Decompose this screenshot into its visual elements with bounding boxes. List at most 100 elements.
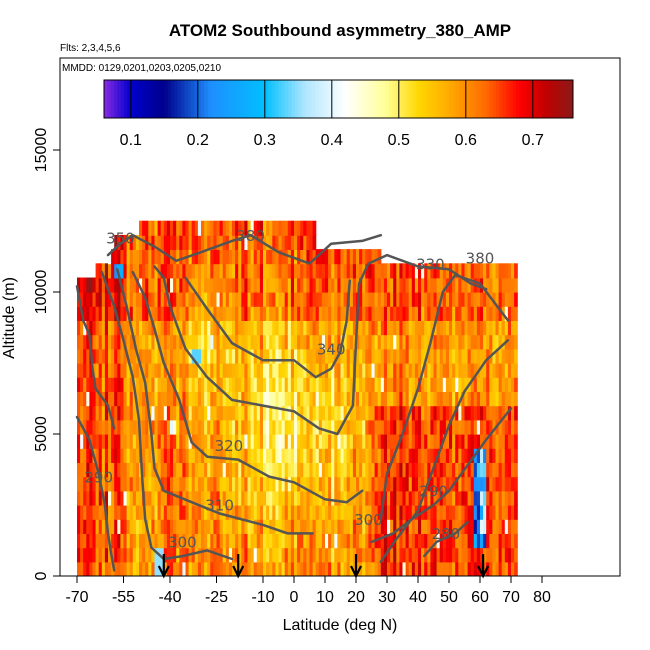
heatmap-cell bbox=[442, 263, 447, 279]
heatmap-cell bbox=[157, 405, 162, 421]
heatmap-cell bbox=[297, 504, 301, 520]
heatmap-cell bbox=[188, 334, 193, 350]
heatmap-cell bbox=[511, 547, 515, 563]
heatmap-cell bbox=[393, 263, 397, 279]
heatmap-cell bbox=[455, 277, 459, 293]
heatmap-cell bbox=[228, 348, 233, 364]
heatmap-cell bbox=[269, 263, 273, 279]
heatmap-cell bbox=[377, 533, 382, 549]
heatmap-cell bbox=[402, 405, 407, 421]
heatmap-cell bbox=[86, 376, 90, 392]
heatmap-cell bbox=[346, 476, 351, 492]
heatmap-cell bbox=[411, 419, 416, 435]
heatmap-cell bbox=[272, 263, 276, 279]
heatmap-cell bbox=[455, 462, 459, 478]
heatmap-cell bbox=[132, 291, 137, 307]
heatmap-cell bbox=[439, 419, 444, 435]
heatmap-cell bbox=[278, 490, 283, 506]
heatmap-cell bbox=[219, 391, 224, 407]
heatmap-cell bbox=[176, 419, 180, 435]
heatmap-cell bbox=[216, 249, 221, 265]
heatmap-cell bbox=[244, 391, 249, 407]
heatmap-cell bbox=[160, 447, 165, 463]
heatmap-cell bbox=[387, 305, 391, 321]
heatmap-cell bbox=[163, 376, 168, 392]
heatmap-cell bbox=[235, 320, 239, 336]
heatmap-cell bbox=[98, 533, 103, 549]
heatmap-cell bbox=[501, 334, 506, 350]
heatmap-cell bbox=[179, 561, 183, 576]
heatmap-cell bbox=[278, 447, 283, 463]
heatmap-cell bbox=[222, 405, 227, 421]
heatmap-cell bbox=[430, 518, 435, 534]
heatmap-cell bbox=[365, 348, 369, 364]
heatmap-cell bbox=[263, 462, 267, 478]
heatmap-cell bbox=[201, 277, 205, 293]
heatmap-cell bbox=[424, 462, 428, 478]
heatmap-cell bbox=[380, 362, 385, 378]
heatmap-cell bbox=[182, 362, 187, 378]
heatmap-cell bbox=[278, 348, 283, 364]
heatmap-cell bbox=[256, 504, 261, 520]
heatmap-cell bbox=[235, 504, 239, 520]
heatmap-cell bbox=[228, 305, 233, 321]
heatmap-cell bbox=[504, 490, 509, 506]
heatmap-cell bbox=[349, 348, 354, 364]
heatmap-cell bbox=[340, 291, 345, 307]
heatmap-cell bbox=[163, 561, 168, 576]
heatmap-cell bbox=[253, 433, 258, 449]
heatmap-cell bbox=[294, 320, 298, 336]
heatmap-cell bbox=[151, 419, 156, 435]
colorbar-swatch bbox=[110, 80, 115, 118]
heatmap-cell bbox=[297, 277, 301, 293]
heatmap-cell bbox=[504, 504, 509, 520]
heatmap-cell bbox=[436, 263, 441, 279]
heatmap-cell bbox=[201, 561, 205, 576]
heatmap-cell bbox=[157, 220, 162, 236]
heatmap-cell bbox=[393, 433, 397, 449]
colorbar-swatch bbox=[204, 80, 209, 118]
heatmap-cell bbox=[145, 220, 149, 236]
heatmap-cell bbox=[483, 348, 487, 364]
heatmap-cell bbox=[464, 405, 469, 421]
heatmap-cell bbox=[247, 263, 252, 279]
heatmap-cell bbox=[154, 320, 159, 336]
heatmap-cell bbox=[418, 490, 422, 506]
heatmap-cell bbox=[117, 405, 121, 421]
heatmap-cell bbox=[368, 561, 373, 576]
heatmap-cell bbox=[287, 518, 292, 534]
heatmap-cell bbox=[405, 476, 410, 492]
heatmap-cell bbox=[281, 362, 286, 378]
heatmap-cell bbox=[483, 263, 487, 279]
heatmap-cell bbox=[154, 447, 159, 463]
heatmap-cell bbox=[473, 391, 478, 407]
heatmap-cell bbox=[287, 462, 292, 478]
heatmap-cell bbox=[170, 462, 174, 478]
heatmap-cell bbox=[297, 348, 301, 364]
heatmap-cell bbox=[303, 462, 307, 478]
heatmap-cell bbox=[210, 391, 214, 407]
heatmap-cell bbox=[89, 405, 94, 421]
colorbar-swatch bbox=[117, 80, 122, 118]
heatmap-cell bbox=[439, 476, 444, 492]
heatmap-cell bbox=[207, 376, 211, 392]
heatmap-cell bbox=[393, 348, 397, 364]
heatmap-cell bbox=[362, 391, 366, 407]
heatmap-cell bbox=[256, 305, 261, 321]
heatmap-cell bbox=[387, 504, 391, 520]
heatmap-cell bbox=[371, 334, 376, 350]
heatmap-cell bbox=[77, 391, 81, 407]
heatmap-cell bbox=[439, 334, 444, 350]
heatmap-cell bbox=[216, 220, 221, 236]
heatmap-cell bbox=[151, 291, 156, 307]
heatmap-cell bbox=[383, 348, 388, 364]
heatmap-cell bbox=[272, 220, 276, 236]
heatmap-cell bbox=[157, 348, 162, 364]
heatmap-cell bbox=[393, 462, 397, 478]
heatmap-cell bbox=[439, 362, 444, 378]
heatmap-cell bbox=[101, 518, 106, 534]
heatmap-cell bbox=[278, 561, 283, 576]
heatmap-cell bbox=[371, 249, 376, 265]
heatmap-cell bbox=[507, 277, 512, 293]
heatmap-cell bbox=[356, 504, 360, 520]
